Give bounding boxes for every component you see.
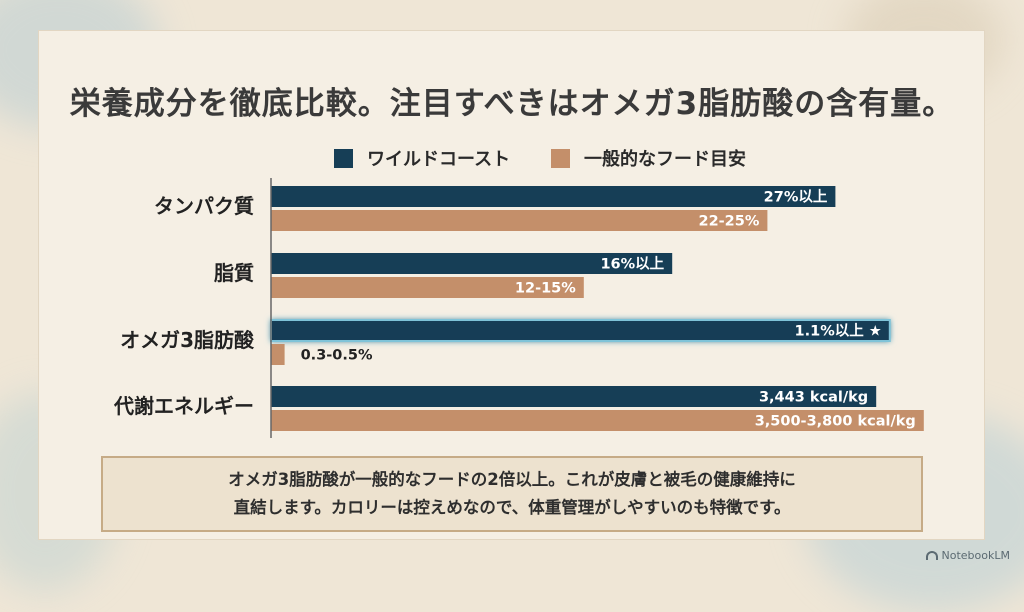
legend-label-general: 一般的なフード目安: [584, 149, 746, 170]
category-label: 代謝エネルギー: [113, 394, 254, 418]
bar-value-label-general: 3,500-3,800 kcal/kg: [755, 414, 916, 430]
caption-text: オメガ3脂肪酸が一般的なフードの2倍以上。これが皮膚と被毛の健康維持に 直結しま…: [228, 466, 795, 522]
bar-wild: [271, 253, 673, 274]
bar-value-label-wild: 1.1%以上 ★: [795, 323, 882, 340]
notebooklm-icon: [925, 551, 938, 560]
brand-label: NotebookLM: [941, 549, 1010, 562]
bar-value-label-general: 12-15%: [515, 281, 576, 297]
bar-value-label-general: 0.3-0.5%: [301, 348, 373, 364]
bar-value-label-wild: 3,443 kcal/kg: [759, 390, 868, 406]
slide-title: 栄養成分を徹底比較。注目すべきはオメガ3脂肪酸の含有量。: [69, 86, 955, 122]
bar-value-label-general: 22-25%: [698, 214, 759, 230]
bar-general: [271, 210, 768, 231]
category-label: タンパク質: [154, 194, 254, 218]
legend-item-general: 一般的なフード目安: [551, 146, 746, 170]
bar-general: [271, 344, 285, 365]
legend-label-wild: ワイルドコースト: [367, 149, 511, 170]
legend-swatch-wild: [334, 148, 353, 168]
caption-line-1: オメガ3脂肪酸が一般的なフードの2倍以上。これが皮膚と被毛の健康維持に: [228, 470, 796, 489]
chart-legend: ワイルドコースト 一般的なフード目安: [0, 146, 1024, 170]
legend-item-wild: ワイルドコースト: [334, 146, 510, 170]
bar-value-label-wild: 16%以上: [600, 256, 664, 273]
caption-line-2: 直結します。カロリーは控えめなので、体重管理がしやすいのも特徴です。: [233, 498, 791, 517]
bar-wild: [271, 386, 877, 407]
bar-wild: [271, 186, 836, 207]
legend-swatch-general: [551, 148, 570, 168]
brand-badge: NotebookLM: [925, 549, 1010, 562]
bar-general: [271, 277, 584, 298]
category-label: 脂質: [214, 261, 254, 285]
bar-chart: タンパク質 27%以上 22-25% 脂質 16%以上 12-15% オメガ3脂肪酸 1.1%…: [113, 178, 924, 438]
bar-value-label-wild: 27%以上: [764, 189, 828, 206]
category-label: オメガ3脂肪酸: [120, 328, 255, 352]
caption-box: オメガ3脂肪酸が一般的なフードの2倍以上。これが皮膚と被毛の健康維持に 直結しま…: [101, 456, 923, 532]
bar-general: [271, 410, 924, 431]
